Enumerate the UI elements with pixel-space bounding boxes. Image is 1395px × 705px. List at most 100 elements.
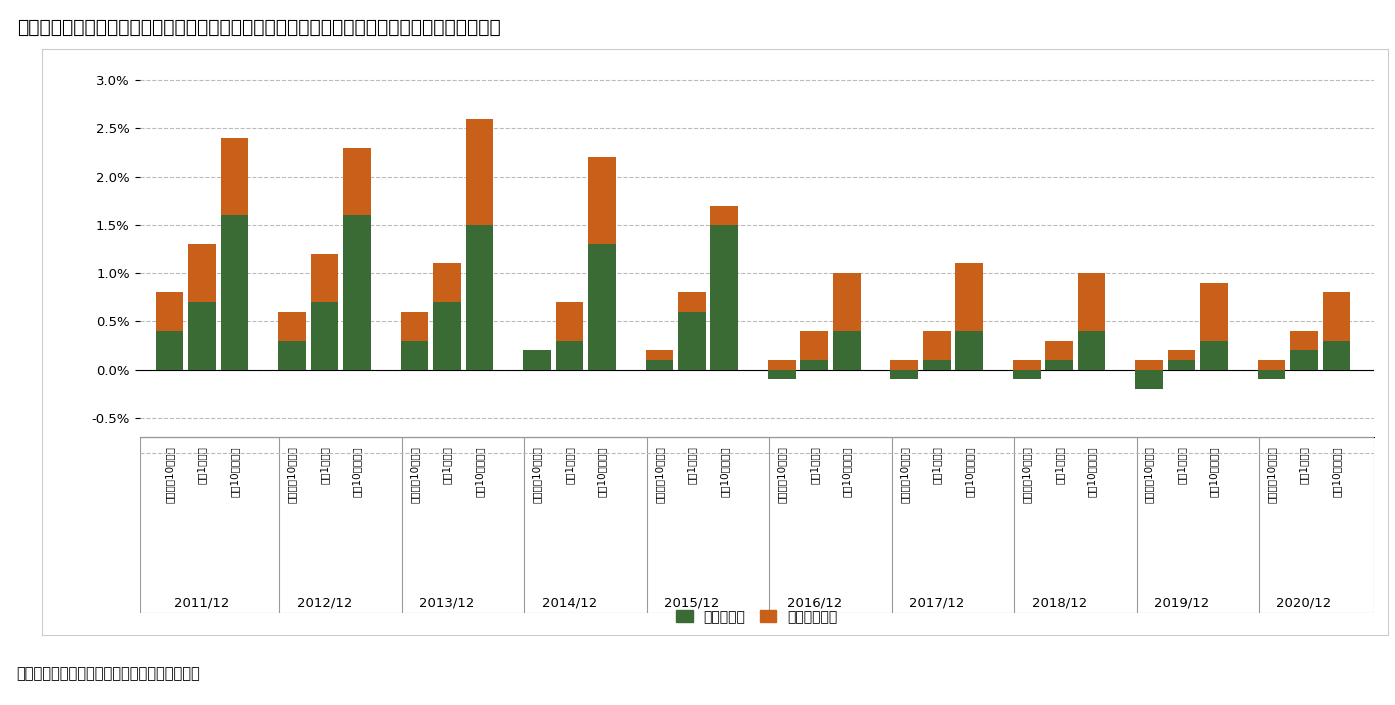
Text: 2011/12: 2011/12 bbox=[174, 597, 230, 610]
Bar bbox=[343, 215, 371, 369]
Text: 残存１～10年のみ: 残存１～10年のみ bbox=[409, 446, 420, 503]
Text: 図表２：日本国債の期待収益率の最終利回りとロールダウンへの分解（過去１０年間の年末値）: 図表２：日本国債の期待収益率の最終利回りとロールダウンへの分解（過去１０年間の年… bbox=[17, 18, 501, 37]
Text: 残存10年超のみ: 残存10年超のみ bbox=[597, 446, 607, 496]
Text: 残存10年超のみ: 残存10年超のみ bbox=[229, 446, 240, 496]
Bar bbox=[1290, 350, 1318, 369]
Text: 残存1年以上: 残存1年以上 bbox=[1176, 446, 1187, 484]
Text: 残存1年以上: 残存1年以上 bbox=[197, 446, 206, 484]
Text: 2020/12: 2020/12 bbox=[1276, 597, 1332, 610]
Text: 残存１～10年のみ: 残存１～10年のみ bbox=[1144, 446, 1154, 503]
Bar bbox=[801, 360, 829, 369]
Text: 2013/12: 2013/12 bbox=[420, 597, 474, 610]
Bar bbox=[188, 244, 216, 302]
Bar bbox=[466, 225, 494, 369]
Bar bbox=[555, 341, 583, 369]
Text: 2012/12: 2012/12 bbox=[297, 597, 352, 610]
Text: 残存10年超のみ: 残存10年超のみ bbox=[964, 446, 974, 496]
Text: 残存10年超のみ: 残存10年超のみ bbox=[1087, 446, 1096, 496]
Bar bbox=[589, 157, 615, 244]
Text: （財務省、日本証券業協会のデータから推計）: （財務省、日本証券業協会のデータから推計） bbox=[17, 666, 201, 681]
Bar bbox=[278, 312, 306, 341]
Text: 残存10年超のみ: 残存10年超のみ bbox=[1332, 446, 1342, 496]
Text: 残存１～10年のみ: 残存１～10年のみ bbox=[531, 446, 541, 503]
Text: 残存１～10年のみ: 残存１～10年のみ bbox=[165, 446, 174, 503]
Bar bbox=[343, 147, 371, 215]
Bar bbox=[769, 360, 795, 369]
Text: 残存1年以上: 残存1年以上 bbox=[686, 446, 698, 484]
Bar bbox=[432, 264, 460, 302]
Bar bbox=[646, 350, 674, 360]
Bar bbox=[1013, 369, 1041, 379]
Bar bbox=[555, 302, 583, 341]
Bar bbox=[1168, 360, 1196, 369]
Bar bbox=[589, 244, 615, 369]
Bar bbox=[220, 215, 248, 369]
Text: 残存10年超のみ: 残存10年超のみ bbox=[720, 446, 730, 496]
Bar bbox=[890, 369, 918, 379]
Bar bbox=[1136, 369, 1163, 389]
Bar bbox=[466, 118, 494, 225]
Bar bbox=[801, 331, 829, 360]
Bar bbox=[833, 273, 861, 331]
Bar bbox=[1200, 341, 1228, 369]
Bar bbox=[400, 312, 428, 341]
Bar bbox=[1322, 341, 1350, 369]
Text: 2014/12: 2014/12 bbox=[541, 597, 597, 610]
Bar bbox=[523, 350, 551, 369]
Text: 残存10年超のみ: 残存10年超のみ bbox=[841, 446, 852, 496]
Text: 2019/12: 2019/12 bbox=[1154, 597, 1209, 610]
Bar bbox=[1078, 331, 1105, 369]
Bar bbox=[1258, 369, 1285, 379]
Text: 残存１～10年のみ: 残存１～10年のみ bbox=[777, 446, 787, 503]
Text: 残存１～10年のみ: 残存１～10年のみ bbox=[654, 446, 664, 503]
Text: 残存１～10年のみ: 残存１～10年のみ bbox=[900, 446, 910, 503]
Text: 2015/12: 2015/12 bbox=[664, 597, 720, 610]
Bar bbox=[1136, 360, 1163, 369]
Bar bbox=[1200, 283, 1228, 341]
Text: 残存1年以上: 残存1年以上 bbox=[1299, 446, 1309, 484]
Bar bbox=[956, 264, 983, 331]
Bar bbox=[1045, 360, 1073, 369]
Text: 残存10年超のみ: 残存10年超のみ bbox=[1209, 446, 1219, 496]
Bar bbox=[678, 312, 706, 369]
Legend: 最終利回り, ロールダウン: 最終利回り, ロールダウン bbox=[677, 610, 837, 624]
Bar bbox=[156, 331, 183, 369]
Text: 残存１～10年のみ: 残存１～10年のみ bbox=[287, 446, 297, 503]
Text: 2017/12: 2017/12 bbox=[910, 597, 964, 610]
Bar bbox=[311, 302, 338, 369]
Bar bbox=[833, 331, 861, 369]
Bar bbox=[1013, 360, 1041, 369]
Text: 2018/12: 2018/12 bbox=[1031, 597, 1087, 610]
Text: 残存１～10年のみ: 残存１～10年のみ bbox=[1021, 446, 1032, 503]
Text: 残存10年超のみ: 残存10年超のみ bbox=[352, 446, 361, 496]
Bar bbox=[1078, 273, 1105, 331]
Bar bbox=[956, 331, 983, 369]
Bar bbox=[188, 302, 216, 369]
Bar bbox=[1322, 293, 1350, 341]
Bar bbox=[710, 206, 738, 225]
Bar bbox=[923, 360, 950, 369]
Bar bbox=[923, 331, 950, 360]
Text: 残存1年以上: 残存1年以上 bbox=[565, 446, 575, 484]
Text: 残存10年超のみ: 残存10年超のみ bbox=[474, 446, 484, 496]
Text: 残存1年以上: 残存1年以上 bbox=[809, 446, 819, 484]
Bar bbox=[1290, 331, 1318, 350]
Text: 2016/12: 2016/12 bbox=[787, 597, 843, 610]
Text: 残存1年以上: 残存1年以上 bbox=[1055, 446, 1064, 484]
Text: 残存１～10年のみ: 残存１～10年のみ bbox=[1267, 446, 1276, 503]
Bar bbox=[769, 369, 795, 379]
Bar bbox=[890, 360, 918, 369]
Bar bbox=[432, 302, 460, 369]
Bar bbox=[156, 293, 183, 331]
Bar bbox=[646, 360, 674, 369]
Bar bbox=[678, 293, 706, 312]
Text: 残存1年以上: 残存1年以上 bbox=[932, 446, 942, 484]
Bar bbox=[1168, 350, 1196, 360]
Bar bbox=[1258, 360, 1285, 369]
Text: 残存1年以上: 残存1年以上 bbox=[442, 446, 452, 484]
Bar bbox=[710, 225, 738, 369]
Bar bbox=[1045, 341, 1073, 360]
Bar bbox=[278, 341, 306, 369]
Bar bbox=[400, 341, 428, 369]
Text: 残存1年以上: 残存1年以上 bbox=[319, 446, 329, 484]
